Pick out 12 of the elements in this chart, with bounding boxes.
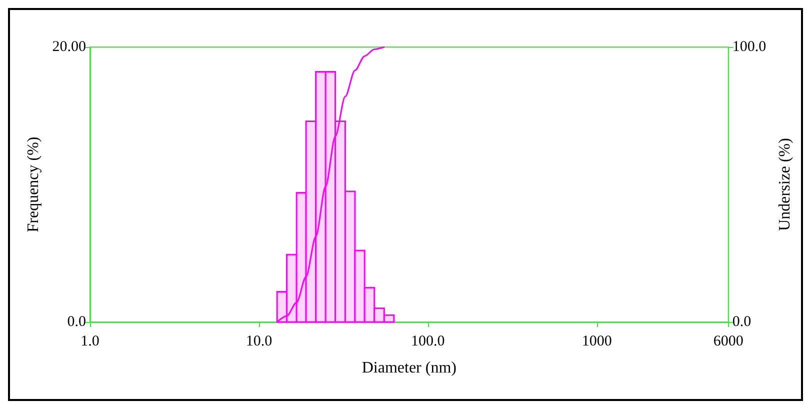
- y-tick-label: 20.00: [52, 39, 86, 55]
- y2-tick-label: 100.0: [732, 39, 766, 55]
- line-series: [276, 46, 385, 323]
- x-tick-label: 1000: [582, 334, 612, 350]
- x-tick-label: 100.0: [411, 334, 445, 350]
- x-tick-label: 6000: [713, 334, 744, 350]
- y2-axis-title: Undersize (%): [776, 138, 794, 231]
- x-axis-title: Diameter (nm): [362, 360, 456, 376]
- y-axis-title: Frequency (%): [24, 136, 42, 232]
- y2-tick-label: 0.0: [732, 314, 752, 330]
- x-tick-label: 1.0: [80, 334, 100, 350]
- x-tick-label: 10.0: [246, 334, 272, 350]
